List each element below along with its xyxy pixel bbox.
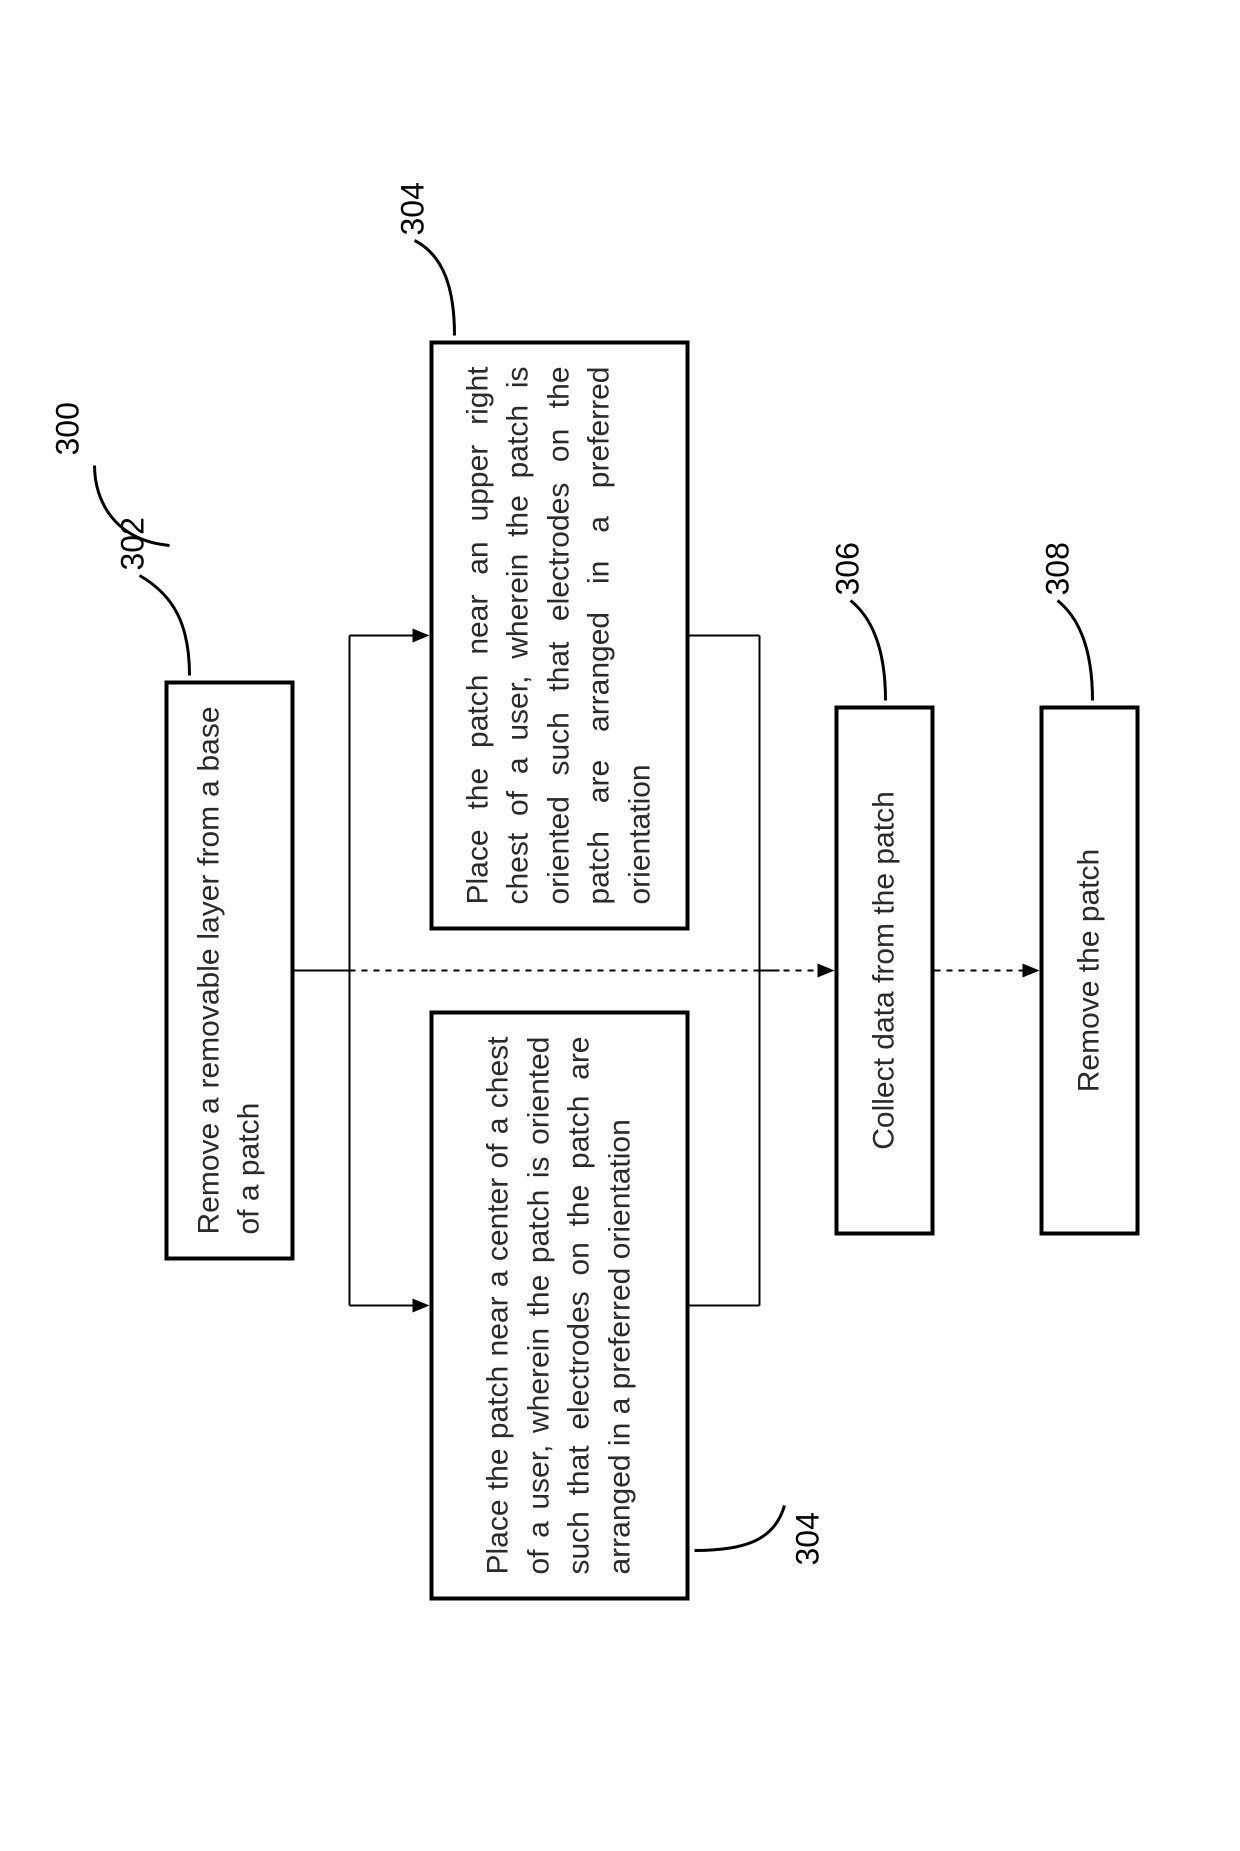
flow-step-remove-layer: Remove a removable layer from a base of … — [165, 681, 295, 1261]
flow-step-text: Collect data from the patch — [864, 791, 905, 1150]
flow-step-label-304a: 304 — [790, 1512, 827, 1565]
flow-step-remove-patch: Remove the patch — [1040, 706, 1140, 1236]
diagram-title-label: 300 — [50, 402, 87, 455]
branch-connector — [295, 591, 435, 1351]
flowchart-container: 300 Remove a removable layer from a base… — [0, 0, 1240, 1851]
label-curve-304a — [695, 1466, 790, 1556]
label-curve-304b — [410, 236, 480, 336]
flow-step-text: Remove the patch — [1069, 849, 1110, 1092]
rotated-canvas: 300 Remove a removable layer from a base… — [0, 306, 1240, 1546]
merge-connector — [690, 591, 840, 1351]
flow-step-text: Remove a removable layer from a base of … — [189, 707, 270, 1235]
flow-step-text: Place the patch near an upper right ches… — [458, 367, 661, 905]
flow-step-label-306: 306 — [830, 542, 867, 595]
center-dotted-through — [430, 961, 780, 981]
label-curve-308 — [1055, 596, 1110, 701]
label-curve-302 — [135, 566, 205, 676]
arrow-306-308 — [935, 961, 1045, 981]
flow-step-place-center-chest: Place the patch near a center of a chest… — [430, 1011, 690, 1601]
flow-step-label-302: 302 — [115, 517, 152, 570]
flow-step-place-upper-right-chest: Place the patch near an upper right ches… — [430, 341, 690, 931]
flow-step-label-304b: 304 — [395, 182, 432, 235]
label-curve-306 — [848, 596, 903, 701]
flow-step-label-308: 308 — [1040, 542, 1077, 595]
flow-step-text: Place the patch near a center of a chest… — [479, 1037, 641, 1575]
flow-step-collect-data: Collect data from the patch — [835, 706, 935, 1236]
